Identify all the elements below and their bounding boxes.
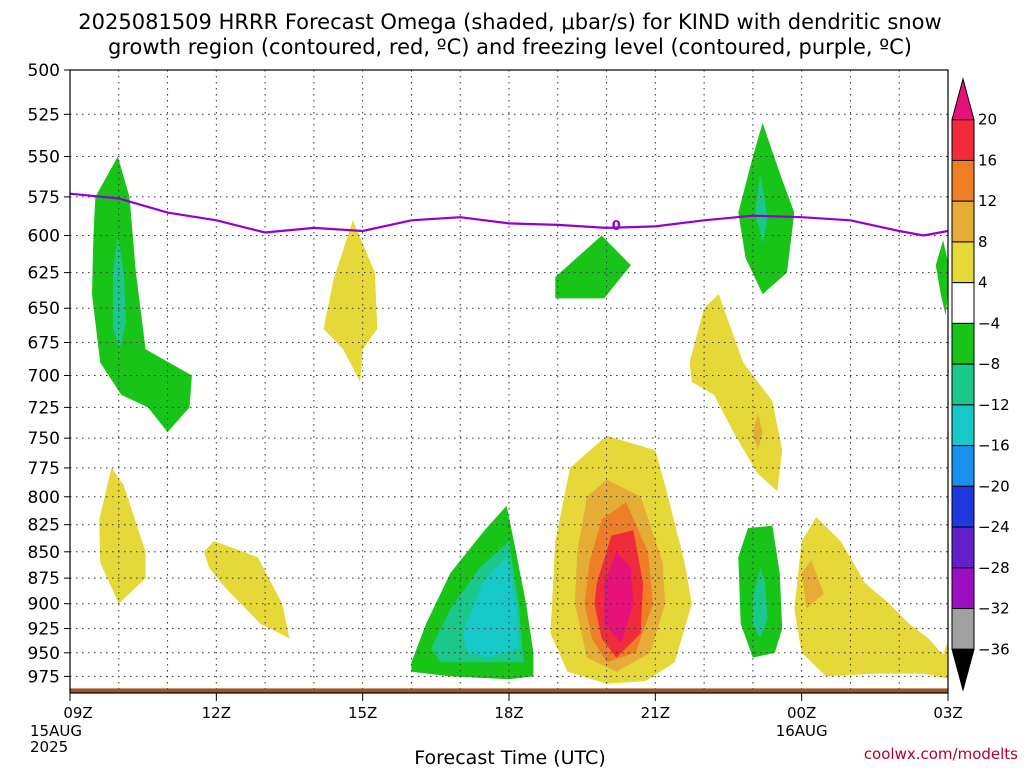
y-tick-label-675: 675 [28,333,60,353]
x-tick-label-18Z: 18Z [494,704,523,722]
ground-strip [70,688,948,693]
omega-shading [92,122,948,684]
colorbar-label-10: −24 [978,518,1010,536]
neg-omega-2000z-midlevel [555,235,631,299]
pos-omega-0100z-low [794,517,948,679]
colorbar-swatch-12_16 [951,159,975,202]
neg-omega-2300z-upper [738,122,795,295]
y-tick-label-950: 950 [28,644,60,664]
chart-title-line-1: 2025081509 HRRR Forecast Omega (shaded, … [78,10,941,34]
colorbar-label-1: 16 [978,151,997,169]
x-tick-label-03Z: 03Z [933,704,962,722]
freezing-level-label: 0 [612,219,621,234]
neg-omega-1000z-core [112,235,127,350]
colorbar-swatch-neg4_4 [951,282,975,324]
neg-omega-2300z-upper-core [755,172,768,244]
neg-omega-1800z-core [462,557,519,658]
colorbar: 20 16 12 8 4 −4 −8 −12 −16 −20 −24 −28 −32 −36 [951,77,1010,692]
colorbar-label-4: 4 [978,274,988,292]
colorbar-label-9: −20 [978,477,1010,495]
pos-omega-1000z-low [99,467,146,604]
freezing-level-contour: 0 [70,192,948,237]
neg-omega-0950z-upper [92,156,192,433]
neg-omega-2300z-low-core [752,567,768,639]
x-tick-sublabel-2025: 2025 [30,738,68,756]
colorbar-cap-top [951,77,975,121]
pos-omega-1500z [323,220,378,382]
y-tick-label-825: 825 [28,516,60,536]
colorbar-swatch-8_12 [951,200,975,243]
colorbar-cap-bottom [951,648,975,692]
y-tick-label-700: 700 [28,367,60,387]
x-tick-label-00Z: 00Z [787,704,816,722]
colorbar-swatch-4_8 [951,241,975,284]
colorbar-swatch-neg36_neg32 [951,608,975,650]
colorbar-label-0: 20 [978,111,997,129]
y-tick-label-750: 750 [28,429,60,449]
y-tick-label-775: 775 [28,459,60,479]
colorbar-swatch-neg24_neg20 [951,485,975,528]
x-tick-label-09Z: 09Z [63,704,92,722]
x-axis-label: Forecast Time (UTC) [414,747,605,768]
y-tick-label-625: 625 [28,264,60,284]
credit-text: coolwx.com/modelts [864,745,1018,763]
chart-title-line-2: growth region (contoured, red, ºC) and f… [108,35,912,59]
x-tick-sublabel-15AUG: 15AUG [30,722,82,740]
colorbar-swatch-neg28_neg24 [951,526,975,569]
colorbar-label-6: −8 [978,355,1000,373]
colorbar-label-11: −28 [978,559,1010,577]
x-tick-sublabel-16AUG: 16AUG [776,722,828,740]
colorbar-swatch-neg12_neg8 [951,363,975,406]
colorbar-label-2: 12 [978,192,997,210]
colorbar-swatch-neg16_neg12 [951,404,975,447]
y-tick-label-800: 800 [28,488,60,508]
y-axis-ticks: 500 525 550 575 600 625 650 675 700 725 750 775 800 8… [28,61,70,687]
y-tick-label-575: 575 [28,188,60,208]
colorbar-label-13: −36 [978,640,1010,658]
ground-rect [70,688,948,693]
freezing-level-line [70,192,948,237]
colorbar-label-7: −12 [978,396,1010,414]
y-tick-label-925: 925 [28,620,60,640]
x-tick-label-21Z: 21Z [641,704,670,722]
x-tick-label-15Z: 15Z [348,704,377,722]
pos-omega-2300z-core [752,413,763,451]
y-tick-label-650: 650 [28,299,60,319]
colorbar-label-8: −16 [978,437,1010,455]
y-tick-label-600: 600 [28,227,60,247]
y-tick-label-875: 875 [28,569,60,589]
y-tick-label-850: 850 [28,543,60,563]
pos-omega-1300z [204,541,290,639]
colorbar-swatch-16_20 [951,119,975,161]
colorbar-label-3: 8 [978,233,988,251]
y-tick-label-525: 525 [28,105,60,125]
pos-omega-2300z [689,294,783,492]
neg-omega-0200z-small [935,240,948,316]
colorbar-label-12: −32 [978,600,1010,618]
colorbar-swatch-neg20_neg16 [951,445,975,487]
colorbar-swatch-neg32_neg28 [951,567,975,610]
colorbar-swatch-neg8_neg4 [951,322,975,365]
y-tick-label-900: 900 [28,595,60,615]
pos-omega-0100z-core [801,560,824,609]
y-tick-label-725: 725 [28,398,60,418]
pos-omega-2000z-core [604,551,634,644]
colorbar-label-5: −4 [978,314,1000,332]
y-tick-label-550: 550 [28,148,60,168]
y-tick-label-500: 500 [28,61,60,81]
x-tick-label-12Z: 12Z [202,704,231,722]
y-tick-label-975: 975 [28,667,60,687]
